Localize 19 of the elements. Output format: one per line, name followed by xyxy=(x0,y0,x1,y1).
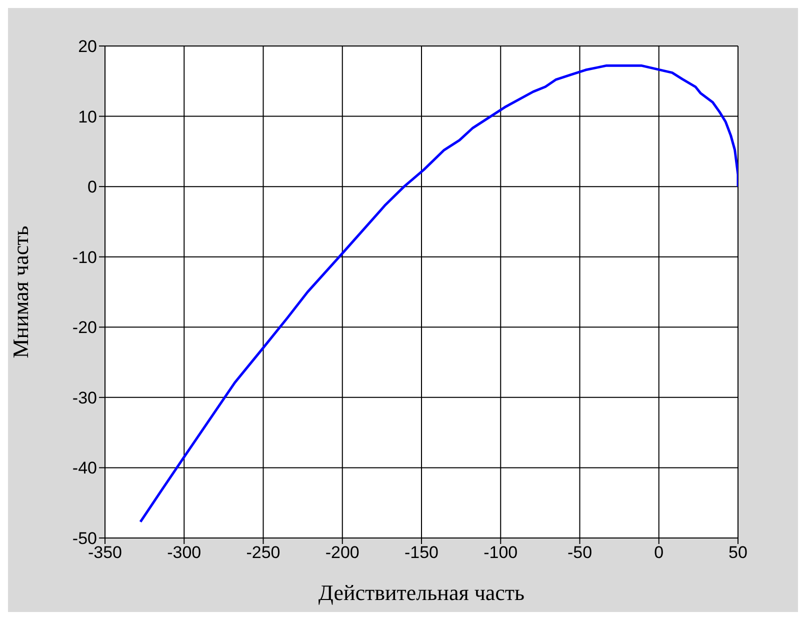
x-tick-label: -350 xyxy=(88,543,122,562)
x-tick-label: -50 xyxy=(567,543,592,562)
x-tick-label: -200 xyxy=(325,543,360,562)
x-axis-title: Действительная часть xyxy=(318,580,525,605)
x-tick-label: -250 xyxy=(246,543,280,562)
x-tick-label: 0 xyxy=(654,543,664,562)
y-tick-label: -10 xyxy=(72,248,97,267)
x-tick-label: -300 xyxy=(167,543,202,562)
x-tick-label: -150 xyxy=(404,543,439,562)
y-tick-label: -20 xyxy=(72,318,97,338)
y-tick-label: 0 xyxy=(88,178,97,197)
y-tick-label: 10 xyxy=(78,107,97,126)
y-axis-title: Мнимая часть xyxy=(8,226,33,358)
y-tick-label: -30 xyxy=(72,388,97,408)
y-tick-label: -40 xyxy=(72,458,97,478)
x-tick-label: 50 xyxy=(728,543,748,562)
line-series xyxy=(139,64,738,524)
y-tick-label: 20 xyxy=(78,37,97,56)
x-tick-label: -100 xyxy=(484,543,518,562)
